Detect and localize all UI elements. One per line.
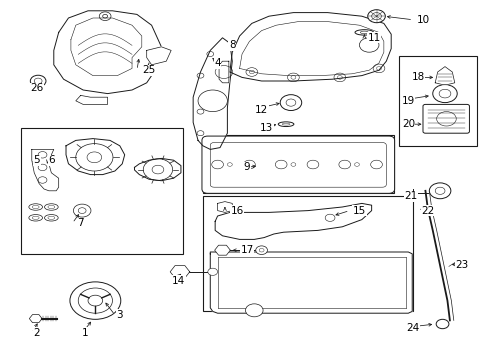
Polygon shape (214, 245, 230, 255)
Text: 23: 23 (454, 260, 468, 270)
Text: 22: 22 (420, 206, 434, 216)
Polygon shape (134, 158, 181, 181)
Text: 19: 19 (401, 96, 414, 106)
Text: 10: 10 (416, 15, 428, 25)
Bar (20, 128, 183, 254)
Polygon shape (193, 38, 232, 149)
Polygon shape (217, 202, 232, 212)
Circle shape (435, 319, 448, 329)
Text: 16: 16 (230, 206, 244, 216)
Polygon shape (146, 47, 171, 65)
Text: 18: 18 (410, 72, 424, 82)
Circle shape (70, 282, 121, 319)
Circle shape (432, 85, 456, 103)
Text: 14: 14 (171, 276, 185, 286)
Text: 17: 17 (240, 245, 253, 255)
Text: 11: 11 (366, 33, 380, 43)
Polygon shape (29, 315, 42, 323)
Text: 26: 26 (30, 83, 43, 93)
Text: 24: 24 (406, 323, 419, 333)
Polygon shape (210, 252, 411, 313)
FancyBboxPatch shape (202, 136, 394, 193)
Text: 25: 25 (142, 65, 156, 75)
Bar (398, 56, 476, 146)
Polygon shape (434, 67, 454, 85)
Circle shape (367, 10, 385, 23)
Circle shape (428, 183, 450, 199)
Circle shape (245, 304, 263, 317)
Text: 4: 4 (214, 58, 221, 68)
Text: 13: 13 (259, 123, 273, 133)
Polygon shape (219, 61, 228, 83)
Text: 12: 12 (254, 105, 268, 115)
Ellipse shape (255, 246, 267, 255)
Text: 5: 5 (33, 155, 40, 165)
Text: 20: 20 (401, 119, 414, 129)
Text: 7: 7 (77, 218, 84, 228)
FancyBboxPatch shape (210, 143, 386, 187)
Text: 15: 15 (352, 206, 366, 216)
Polygon shape (229, 13, 390, 81)
Text: 8: 8 (228, 40, 235, 50)
Bar (203, 135, 393, 193)
Polygon shape (76, 95, 107, 104)
Circle shape (359, 38, 378, 52)
Text: 2: 2 (33, 328, 40, 338)
Ellipse shape (278, 122, 293, 126)
Polygon shape (66, 139, 124, 175)
Text: 3: 3 (116, 310, 123, 320)
Circle shape (207, 268, 217, 275)
Bar (203, 196, 412, 311)
Polygon shape (32, 149, 59, 191)
Text: 21: 21 (403, 191, 417, 201)
Text: 6: 6 (48, 155, 55, 165)
Circle shape (280, 95, 301, 111)
Polygon shape (215, 203, 371, 239)
Ellipse shape (354, 30, 373, 35)
Polygon shape (170, 266, 189, 278)
FancyBboxPatch shape (422, 104, 468, 133)
Text: 9: 9 (243, 162, 250, 172)
Polygon shape (54, 11, 161, 94)
Text: 1: 1 (82, 328, 89, 338)
